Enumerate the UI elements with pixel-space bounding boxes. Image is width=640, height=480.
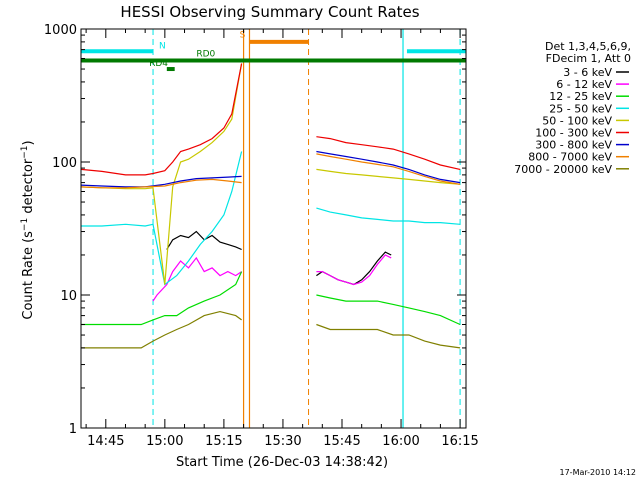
series-line-800-7000-kev: [81, 178, 242, 189]
y-tick-label: 1000: [44, 23, 77, 38]
x-tick-label: 16:15: [441, 434, 478, 449]
legend-label: 7000 - 20000 keV: [514, 163, 612, 176]
y-axis-label-sup: −1: [20, 218, 30, 231]
legend-header: Det 1,3,4,5,6,9,: [545, 40, 631, 53]
y-tick-label: 100: [52, 156, 77, 171]
x-tick-label: 15:00: [146, 434, 183, 449]
y-axis-label-part: ): [21, 140, 36, 145]
series-line-12-25-kev: [316, 294, 461, 326]
legend-label: 25 - 50 keV: [549, 102, 612, 115]
series-line-100-300-kev: [81, 63, 243, 176]
axis-ticks: 1 10 100 1000 14:45 15:00 15:15 15:30 15:45 16:00…: [44, 23, 479, 449]
series-line-300-800-kev: [81, 175, 242, 188]
x-tick-label: 16:00: [382, 434, 419, 449]
x-tick-label: 15:15: [205, 434, 242, 449]
y-tick-label: 1: [69, 422, 77, 437]
x-tick-label: 15:30: [264, 434, 301, 449]
series-line-50-100-kev: [316, 168, 461, 185]
footer-date: 17-Mar-2010 14:12: [560, 468, 637, 477]
annotation-n: N: [159, 41, 166, 51]
series-line-25-50-kev: [81, 151, 243, 286]
chart-title: HESSI Observing Summary Count Rates: [120, 3, 419, 21]
y-axis-label-part: detector: [21, 158, 36, 218]
legend-label: 12 - 25 keV: [549, 90, 612, 103]
legend-label: 50 - 100 keV: [542, 114, 612, 127]
legend-header: FDecim 1, Att 0: [546, 52, 631, 65]
series-line-12-25-kev: [81, 271, 243, 326]
svg-text:Count Rate (s−1 detector−1): Count Rate (s−1 detector−1): [20, 140, 36, 319]
x-tick-label: 14:45: [87, 434, 124, 449]
annotation-s: S: [240, 30, 246, 40]
plot-area: N S RD0 RD4: [80, 28, 467, 429]
legend-label: 6 - 12 keV: [556, 78, 612, 91]
series-line-6-12-kev: [152, 256, 242, 302]
x-axis-label: Start Time (26-Dec-03 14:38:42): [176, 455, 388, 470]
plot-frame: [80, 28, 467, 429]
series-line-300-800-kev: [316, 150, 461, 184]
series-line-7000-20000-kev: [316, 323, 461, 349]
series-line-100-300-kev: [316, 136, 461, 170]
series-line-3-6-kev: [316, 251, 392, 286]
series-line-800-7000-kev: [316, 153, 461, 185]
legend-label: 100 - 300 keV: [535, 127, 612, 140]
annotation-rd0: RD0: [196, 49, 215, 59]
y-tick-label: 10: [60, 289, 77, 304]
y-axis-label-part: Count Rate (s: [21, 231, 36, 320]
legend-label: 3 - 6 keV: [563, 66, 612, 79]
series-line-50-100-kev: [81, 63, 243, 285]
series-line-6-12-kev: [316, 254, 392, 286]
x-tick-label: 15:45: [323, 434, 360, 449]
legend-label: 800 - 7000 keV: [528, 151, 612, 164]
y-axis-label-sup: −1: [20, 145, 30, 158]
annotation-rd4: RD4: [149, 59, 168, 69]
y-axis-label: Count Rate (s−1 detector−1): [20, 140, 36, 319]
series-line-25-50-kev: [316, 207, 461, 225]
legend-label: 300 - 800 keV: [535, 139, 612, 152]
series-line-7000-20000-kev: [81, 310, 242, 349]
legend: Det 1,3,4,5,6,9,FDecim 1, Att 03 - 6 keV…: [514, 40, 631, 176]
